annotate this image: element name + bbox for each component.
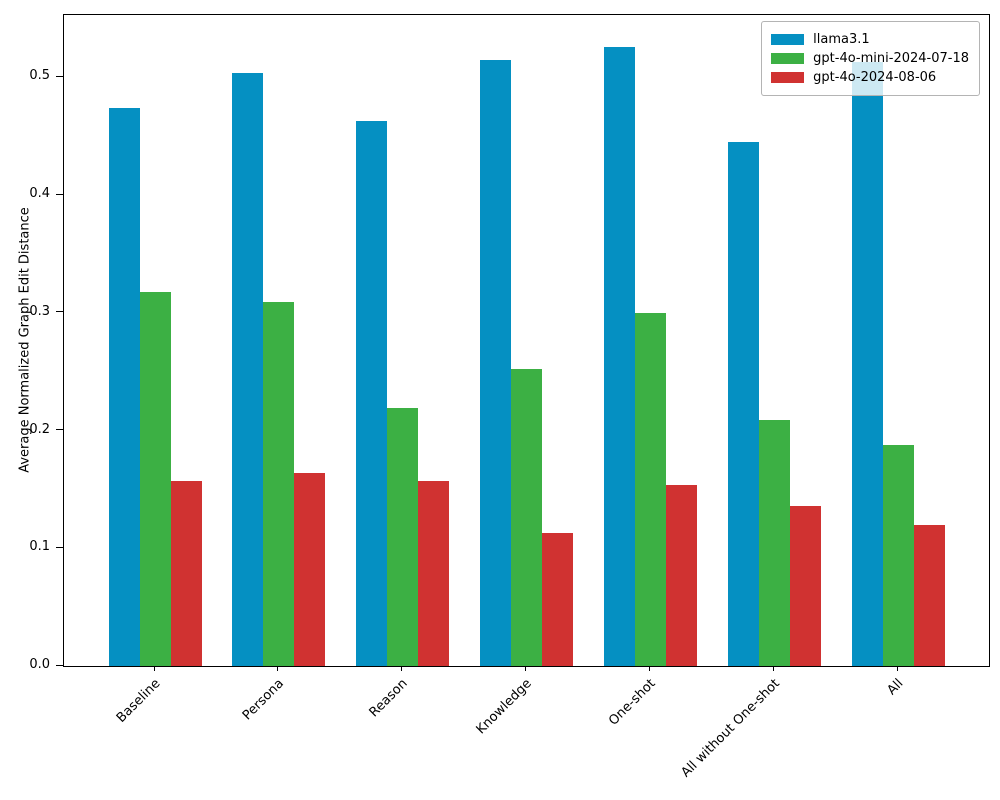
bar-gpt-4o-2024-08-06-All without One-shot	[789, 505, 821, 666]
plot-area: llama3.1 gpt-4o-mini-2024-07-18 gpt-4o-202…	[63, 14, 990, 667]
bar-gpt-4o-mini-2024-07-18-Persona	[263, 302, 295, 666]
bar-gpt-4o-2024-08-06-Persona	[294, 472, 326, 666]
bar-gpt-4o-mini-2024-07-18-One-shot	[634, 312, 666, 666]
y-tick-mark	[56, 429, 63, 431]
bar-gpt-4o-2024-08-06-Baseline	[170, 481, 202, 666]
x-tick-mark	[896, 666, 898, 671]
bar-gpt-4o-mini-2024-07-18-All without One-shot	[758, 419, 790, 666]
bar-gpt-4o-mini-2024-07-18-Reason	[387, 408, 419, 666]
bar-gpt-4o-mini-2024-07-18-Baseline	[139, 291, 171, 666]
bar-llama3.1-Knowledge	[480, 59, 511, 666]
legend: llama3.1 gpt-4o-mini-2024-07-18 gpt-4o-202…	[761, 21, 980, 96]
y-tick-mark	[56, 546, 63, 548]
bar-gpt-4o-mini-2024-07-18-All	[882, 444, 914, 666]
legend-swatch-gpt-4o-2024-08-06	[771, 72, 805, 83]
x-tick-mark	[648, 666, 650, 671]
y-tick-label: 0.1	[29, 539, 50, 555]
legend-row: gpt-4o-2024-08-06	[771, 69, 969, 86]
bar-llama3.1-Persona	[232, 72, 264, 666]
x-tick-label: All	[884, 676, 907, 699]
x-tick-mark	[525, 666, 526, 671]
y-tick-label: 0.4	[29, 186, 50, 202]
bar-llama3.1-Reason	[356, 120, 388, 666]
bar-gpt-4o-2024-08-06-One-shot	[665, 484, 697, 666]
y-tick-mark	[56, 75, 63, 77]
x-tick-mark	[153, 666, 155, 671]
bar-llama3.1-All without One-shot	[727, 142, 759, 666]
x-tick-label: Knowledge	[473, 676, 535, 738]
bar-llama3.1-Baseline	[108, 108, 140, 666]
x-tick-label: All without One-shot	[678, 676, 783, 781]
y-tick-mark	[56, 664, 63, 666]
legend-label: llama3.1	[813, 32, 870, 47]
y-tick-label: 0.0	[29, 657, 50, 672]
y-tick-mark	[56, 311, 63, 313]
bar-gpt-4o-2024-08-06-Knowledge	[542, 532, 573, 666]
legend-label: gpt-4o-2024-08-06	[813, 70, 937, 85]
y-tick-mark	[56, 193, 63, 195]
x-tick-label: Persona	[240, 676, 288, 724]
bar-gpt-4o-mini-2024-07-18-Knowledge	[511, 369, 542, 666]
legend-swatch-gpt-4o-mini-2024-07-18	[771, 53, 805, 64]
legend-label: gpt-4o-mini-2024-07-18	[813, 51, 969, 66]
y-tick-label: 0.3	[29, 303, 50, 319]
x-tick-mark	[277, 666, 279, 671]
y-tick-label: 0.5	[29, 68, 50, 84]
bar-gpt-4o-2024-08-06-Reason	[418, 481, 450, 666]
x-tick-label: Reason	[366, 676, 411, 721]
y-tick-label: 0.2	[29, 421, 50, 437]
legend-swatch-llama3.1	[771, 34, 805, 45]
bar-gpt-4o-2024-08-06-All	[913, 524, 945, 666]
x-tick-label: One-shot	[606, 676, 659, 729]
x-tick-mark	[401, 666, 403, 671]
x-tick-mark	[772, 666, 774, 671]
x-tick-label: Baseline	[113, 676, 164, 726]
bar-llama3.1-One-shot	[603, 46, 635, 666]
bar-llama3.1-All	[851, 62, 883, 666]
legend-row: llama3.1	[771, 31, 969, 48]
legend-row: gpt-4o-mini-2024-07-18	[771, 50, 969, 67]
